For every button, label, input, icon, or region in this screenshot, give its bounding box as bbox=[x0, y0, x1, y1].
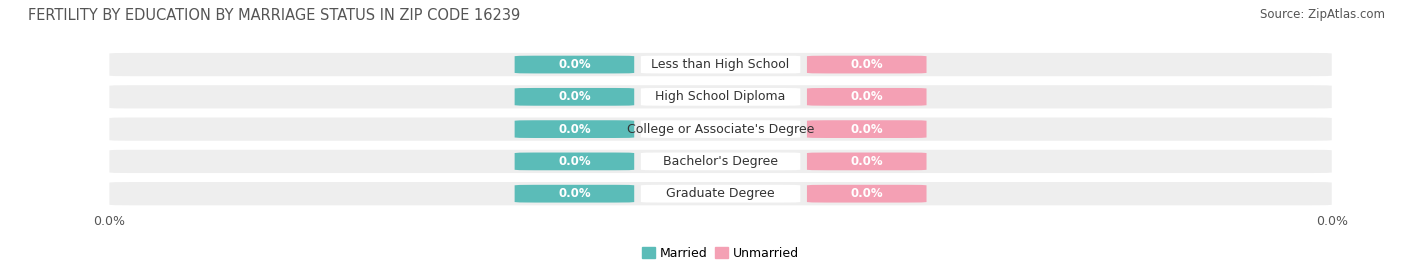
FancyBboxPatch shape bbox=[515, 153, 634, 170]
Text: Graduate Degree: Graduate Degree bbox=[666, 187, 775, 200]
Text: 0.0%: 0.0% bbox=[558, 155, 591, 168]
Text: Source: ZipAtlas.com: Source: ZipAtlas.com bbox=[1260, 8, 1385, 21]
Text: 0.0%: 0.0% bbox=[851, 58, 883, 71]
FancyBboxPatch shape bbox=[807, 88, 927, 106]
FancyBboxPatch shape bbox=[110, 118, 1331, 141]
FancyBboxPatch shape bbox=[641, 120, 800, 138]
Text: 0.0%: 0.0% bbox=[558, 58, 591, 71]
FancyBboxPatch shape bbox=[807, 56, 927, 73]
Text: Bachelor's Degree: Bachelor's Degree bbox=[664, 155, 778, 168]
FancyBboxPatch shape bbox=[807, 153, 927, 170]
Text: 0.0%: 0.0% bbox=[851, 187, 883, 200]
Text: 0.0%: 0.0% bbox=[851, 123, 883, 136]
Text: 0.0%: 0.0% bbox=[558, 123, 591, 136]
FancyBboxPatch shape bbox=[110, 85, 1331, 108]
FancyBboxPatch shape bbox=[641, 185, 800, 203]
Text: FERTILITY BY EDUCATION BY MARRIAGE STATUS IN ZIP CODE 16239: FERTILITY BY EDUCATION BY MARRIAGE STATU… bbox=[28, 8, 520, 23]
FancyBboxPatch shape bbox=[515, 56, 634, 73]
FancyBboxPatch shape bbox=[807, 185, 927, 203]
Text: 0.0%: 0.0% bbox=[558, 187, 591, 200]
FancyBboxPatch shape bbox=[641, 88, 800, 106]
Text: College or Associate's Degree: College or Associate's Degree bbox=[627, 123, 814, 136]
FancyBboxPatch shape bbox=[807, 120, 927, 138]
Text: Less than High School: Less than High School bbox=[651, 58, 790, 71]
FancyBboxPatch shape bbox=[110, 182, 1331, 205]
FancyBboxPatch shape bbox=[515, 185, 634, 203]
FancyBboxPatch shape bbox=[641, 56, 800, 73]
FancyBboxPatch shape bbox=[515, 88, 634, 106]
Text: 0.0%: 0.0% bbox=[851, 90, 883, 103]
FancyBboxPatch shape bbox=[515, 120, 634, 138]
Text: 0.0%: 0.0% bbox=[558, 90, 591, 103]
FancyBboxPatch shape bbox=[641, 153, 800, 170]
Legend: Married, Unmarried: Married, Unmarried bbox=[637, 242, 804, 265]
FancyBboxPatch shape bbox=[110, 150, 1331, 173]
Text: 0.0%: 0.0% bbox=[851, 155, 883, 168]
Text: High School Diploma: High School Diploma bbox=[655, 90, 786, 103]
FancyBboxPatch shape bbox=[110, 53, 1331, 76]
